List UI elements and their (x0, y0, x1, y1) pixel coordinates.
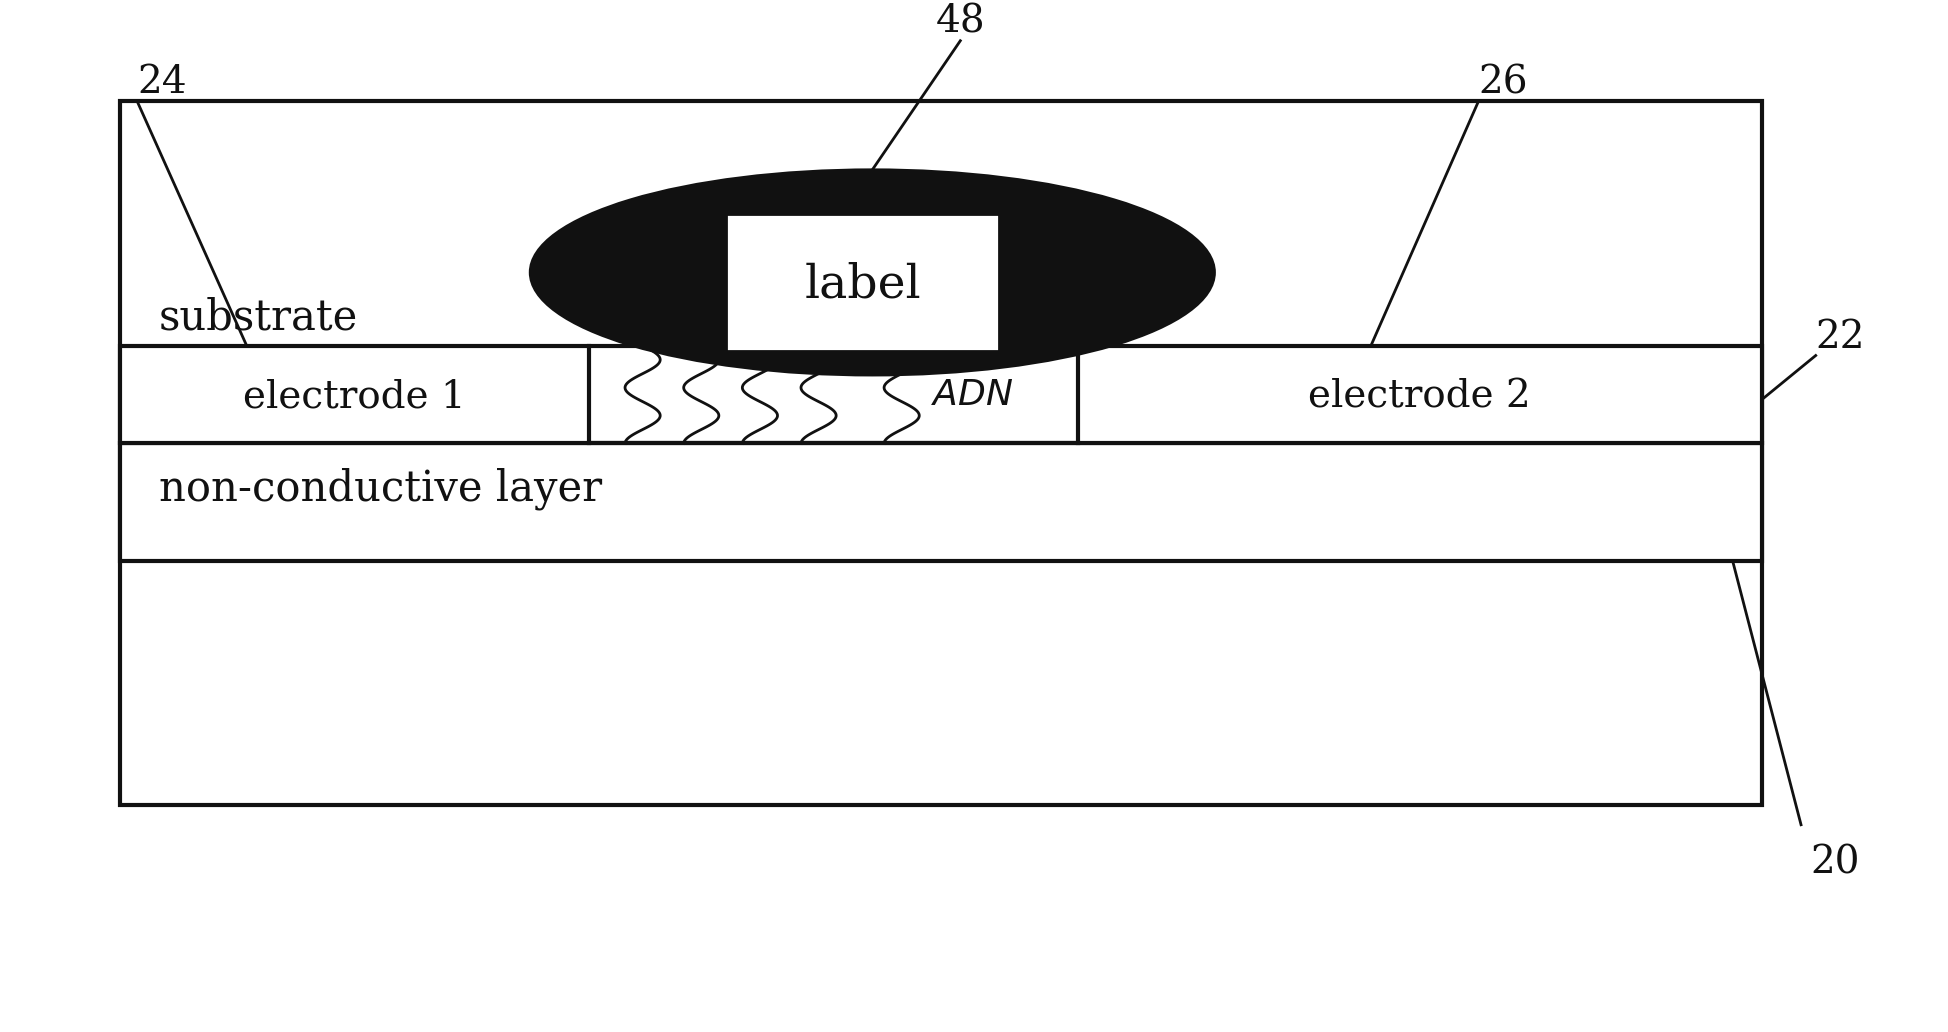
Bar (119, 101, 1761, 805)
Bar (1077, 346, 1761, 444)
Text: $ADN$: $ADN$ (931, 378, 1013, 412)
Bar (725, 214, 999, 351)
Bar (119, 346, 588, 444)
Text: non-conductive layer: non-conductive layer (158, 467, 602, 511)
Text: 26: 26 (1479, 64, 1527, 101)
Text: 22: 22 (1816, 319, 1864, 355)
Text: 20: 20 (1810, 844, 1858, 881)
Text: 48: 48 (935, 4, 984, 40)
Ellipse shape (530, 170, 1214, 375)
Text: label: label (805, 262, 919, 308)
Text: substrate: substrate (158, 297, 358, 338)
Text: electrode 2: electrode 2 (1307, 378, 1531, 415)
Bar (119, 444, 1761, 560)
Text: 24: 24 (136, 64, 187, 101)
Text: electrode 1: electrode 1 (244, 378, 466, 415)
